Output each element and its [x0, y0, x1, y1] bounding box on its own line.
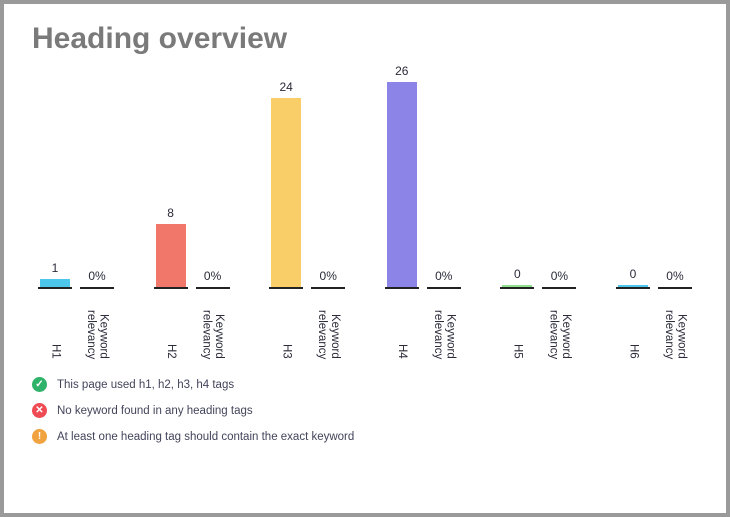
note-text: At least one heading tag should contain …	[57, 431, 354, 443]
bar-column: 0	[501, 267, 533, 287]
baseline	[385, 287, 419, 289]
chart-group: 8 H2 0% Keyword relevancy	[154, 64, 230, 359]
relevancy-label: Keyword relevancy	[200, 295, 225, 359]
baseline	[658, 287, 692, 289]
relevancy-column: 0% Keyword relevancy	[311, 269, 345, 359]
baseline	[542, 287, 576, 289]
bar	[387, 82, 417, 287]
bar-column: 8	[155, 206, 187, 287]
relevancy-bar-column: 0%	[312, 269, 344, 287]
report-card: Heading overview 1H10%Keyword relevancy8…	[0, 0, 730, 517]
bar	[502, 285, 532, 287]
relevancy-column: 0% Keyword relevancy	[80, 269, 114, 359]
bar-column: 24	[270, 80, 302, 287]
relevancy-value-label: 0%	[435, 269, 452, 283]
page-title: Heading overview	[32, 22, 698, 56]
bar-value-label: 0	[514, 267, 521, 281]
chart-group: 0 H6 0% Keyword relevancy	[616, 64, 692, 359]
bar-value-label: 24	[280, 80, 293, 94]
relevancy-column: 0% Keyword relevancy	[658, 269, 692, 359]
note-row: ! At least one heading tag should contain…	[32, 429, 698, 444]
relevancy-value-label: 0%	[204, 269, 221, 283]
heading-chart: 1 H1 0% Keyword relevancy 8 H2 0% Keyword relev…	[32, 64, 698, 359]
relevancy-value-label: 0%	[320, 269, 337, 283]
relevancy-column: 0% Keyword relevancy	[542, 269, 576, 359]
note-row: ✕ No keyword found in any heading tags	[32, 403, 698, 418]
count-column: 0 H6	[616, 267, 650, 359]
heading-label: H4	[395, 295, 408, 359]
relevancy-value-label: 0%	[551, 269, 568, 283]
relevancy-label: Keyword relevancy	[662, 295, 687, 359]
bar	[271, 98, 301, 287]
chart-group: 24 H3 0% Keyword relevancy	[269, 64, 345, 359]
relevancy-label: Keyword relevancy	[84, 295, 109, 359]
baseline	[38, 287, 72, 289]
relevancy-label: Keyword relevancy	[431, 295, 456, 359]
count-column: 26 H4	[385, 64, 419, 359]
notes-list: ✓ This page used h1, h2, h3, h4 tags ✕ No k…	[32, 377, 698, 444]
baseline	[154, 287, 188, 289]
cross-icon: ✕	[32, 403, 47, 418]
chart-group: 0 H5 0% Keyword relevancy	[500, 64, 576, 359]
note-text: This page used h1, h2, h3, h4 tags	[57, 379, 234, 391]
chart-group: 1 H1 0% Keyword relevancy	[38, 64, 114, 359]
baseline	[196, 287, 230, 289]
bar	[618, 285, 648, 287]
bar-column: 1	[39, 261, 71, 287]
relevancy-bar-column: 0%	[197, 269, 229, 287]
bar-value-label: 1	[52, 261, 59, 275]
heading-label: H3	[280, 295, 293, 359]
bar	[40, 279, 70, 287]
check-icon: ✓	[32, 377, 47, 392]
heading-label: H1	[49, 295, 62, 359]
note-text: No keyword found in any heading tags	[57, 405, 253, 417]
chart-group: 26 H4 0% Keyword relevancy	[385, 64, 461, 359]
bar	[156, 224, 186, 287]
baseline	[311, 287, 345, 289]
baseline	[616, 287, 650, 289]
relevancy-column: 0% Keyword relevancy	[427, 269, 461, 359]
relevancy-label: Keyword relevancy	[547, 295, 572, 359]
relevancy-bar-column: 0%	[543, 269, 575, 287]
warn-icon: !	[32, 429, 47, 444]
bar-value-label: 26	[395, 64, 408, 78]
heading-label: H2	[164, 295, 177, 359]
heading-label: H5	[511, 295, 524, 359]
bar-column: 0	[617, 267, 649, 287]
baseline	[80, 287, 114, 289]
baseline	[269, 287, 303, 289]
relevancy-bar-column: 0%	[428, 269, 460, 287]
count-column: 8 H2	[154, 206, 188, 359]
bar-column: 26	[386, 64, 418, 287]
relevancy-column: 0% Keyword relevancy	[196, 269, 230, 359]
heading-label: H6	[627, 295, 640, 359]
note-row: ✓ This page used h1, h2, h3, h4 tags	[32, 377, 698, 392]
relevancy-bar-column: 0%	[81, 269, 113, 287]
count-column: 0 H5	[500, 267, 534, 359]
bar-value-label: 8	[167, 206, 174, 220]
relevancy-value-label: 0%	[666, 269, 683, 283]
baseline	[500, 287, 534, 289]
count-column: 24 H3	[269, 80, 303, 359]
baseline	[427, 287, 461, 289]
relevancy-label: Keyword relevancy	[316, 295, 341, 359]
relevancy-value-label: 0%	[88, 269, 105, 283]
relevancy-bar-column: 0%	[659, 269, 691, 287]
bar-value-label: 0	[630, 267, 637, 281]
count-column: 1 H1	[38, 261, 72, 359]
